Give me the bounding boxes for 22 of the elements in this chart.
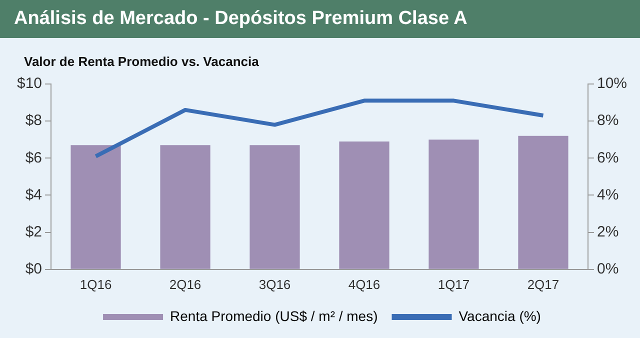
y2-tick-label: 10% — [596, 75, 628, 92]
x-tick-label: 1Q16 — [80, 276, 112, 292]
y-tick-label: $0 — [25, 260, 42, 278]
y2-tick-label: 4% — [596, 186, 619, 204]
y-tick-label: $6 — [25, 149, 42, 166]
y2-tick-label: 2% — [596, 223, 619, 240]
y2-tick-label: 0% — [596, 260, 619, 278]
chart-title: Análisis de Mercado - Depósitos Premium Clase A — [0, 0, 640, 38]
x-tick-label: 3Q16 — [258, 276, 291, 292]
x-tick-label: 4Q16 — [348, 276, 380, 292]
y2-tick-label: 6% — [596, 149, 619, 166]
x-tick-label: 2Q16 — [169, 276, 202, 292]
y-tick-label: $10 — [16, 75, 42, 92]
x-tick-label: 2Q17 — [527, 276, 560, 292]
legend-label: Renta Promedio (US$ / m² / mes) — [170, 308, 378, 324]
x-tick-label: 1Q17 — [438, 276, 470, 292]
legend-label: Vacancia (%) — [458, 308, 541, 324]
y-tick-label: $2 — [25, 223, 42, 240]
y-tick-label: $8 — [25, 112, 42, 130]
chart-subtitle: Valor de Renta Promedio vs. Vacancia — [23, 53, 260, 71]
y-tick-label: $4 — [25, 186, 42, 204]
y2-tick-label: 8% — [596, 112, 619, 130]
